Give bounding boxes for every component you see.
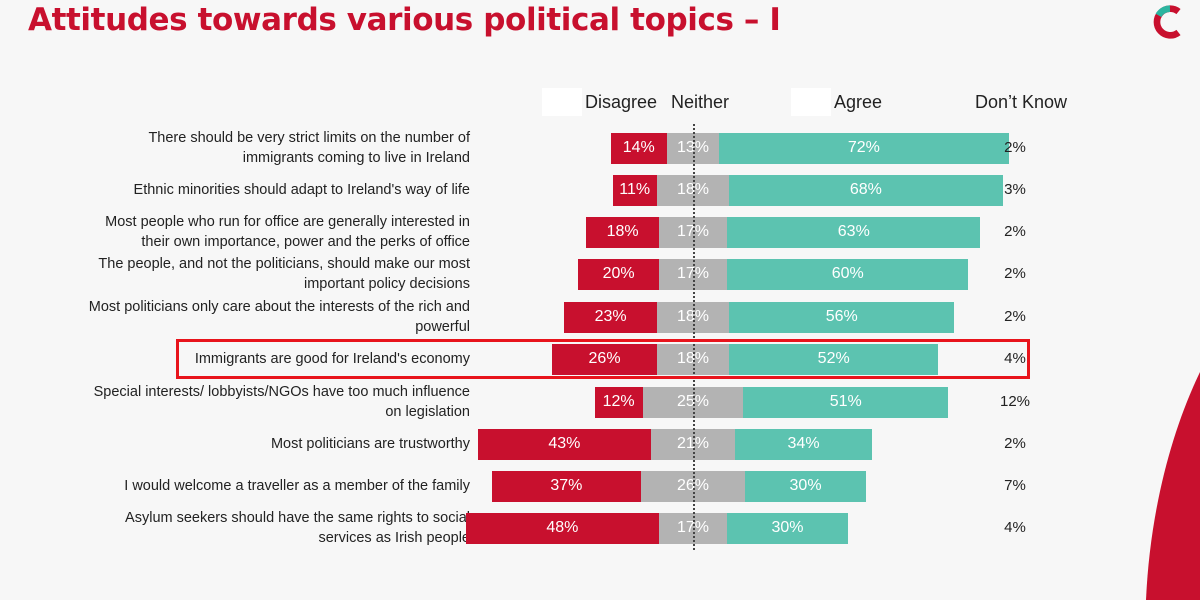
dont-know-value: 2% — [1004, 308, 1026, 325]
row-label-line: powerful — [415, 319, 470, 335]
bar-neither: 17% — [658, 216, 728, 248]
dont-know-value: 7% — [1004, 477, 1026, 494]
center-divider-line — [693, 124, 695, 550]
row-label-line: Most politicians are trustworthy — [270, 436, 470, 452]
bar-agree: 52% — [729, 343, 939, 375]
bar-neither: 26% — [640, 470, 746, 502]
bar-agree: 30% — [745, 470, 866, 502]
page-title: Attitudes towards various political topi… — [28, 2, 781, 38]
bar-agree: 63% — [727, 216, 981, 248]
dont-know-value: 3% — [1004, 181, 1026, 198]
row-label-line: Most politicians only care about the int… — [88, 299, 470, 315]
legend-swatch-agree — [791, 88, 831, 116]
legend-swatch-disagree — [542, 88, 582, 116]
row-label-line: immigrants coming to live in Ireland — [242, 150, 470, 166]
bar-agree: 30% — [727, 512, 848, 544]
legend-disagree: Disagree — [585, 92, 658, 112]
row-label-line: Asylum seekers should have the same righ… — [125, 510, 470, 526]
dont-know-value: 4% — [1004, 350, 1026, 367]
row-label: I would welcome a traveller as a member … — [40, 476, 470, 496]
row-label: There should be very strict limits on th… — [40, 128, 470, 168]
legend-dont-know: Don’t Know — [975, 92, 1068, 112]
bar-neither: 18% — [656, 301, 730, 333]
row-label: Most people who run for office are gener… — [40, 212, 470, 252]
bar-disagree: 23% — [564, 301, 657, 333]
row-label-line: Most people who run for office are gener… — [105, 214, 470, 230]
bar-agree: 51% — [743, 386, 949, 418]
dont-know-value: 2% — [1004, 139, 1026, 156]
bar-agree: 68% — [729, 174, 1003, 206]
dont-know-value: 2% — [1004, 223, 1026, 240]
bar-disagree: 20% — [578, 258, 659, 290]
row-label-line: Immigrants are good for Ireland's econom… — [194, 351, 470, 367]
bar-neither: 18% — [656, 343, 730, 375]
bar-agree: 72% — [719, 132, 1009, 164]
bar-agree: 56% — [729, 301, 955, 333]
row-label-line: important policy decisions — [303, 276, 470, 292]
bar-disagree: 37% — [492, 470, 641, 502]
row-label: Asylum seekers should have the same righ… — [40, 508, 470, 548]
bar-agree: 34% — [735, 428, 872, 460]
bar-neither: 18% — [656, 174, 730, 206]
bar-disagree: 11% — [612, 174, 657, 206]
row-label: Most politicians only care about the int… — [40, 297, 470, 337]
row-label-line: their own importance, power and the perk… — [141, 234, 470, 250]
bar-disagree: 48% — [465, 512, 659, 544]
row-label-line: The people, and not the politicians, sho… — [98, 256, 470, 272]
highlight-box — [176, 339, 1030, 379]
row-label: Immigrants are good for Ireland's econom… — [40, 349, 470, 369]
bar-disagree: 43% — [477, 428, 651, 460]
dont-know-value: 2% — [1004, 435, 1026, 452]
dont-know-value: 4% — [1004, 519, 1026, 536]
bar-neither: 17% — [658, 258, 728, 290]
bar-neither: 21% — [650, 428, 736, 460]
bar-disagree: 26% — [552, 343, 657, 375]
row-label: The people, and not the politicians, sho… — [40, 254, 470, 294]
bar-disagree: 12% — [594, 386, 643, 418]
row-label-line: Special interests/ lobbyists/NGOs have t… — [93, 384, 470, 400]
bar-disagree: 18% — [586, 216, 659, 248]
brand-c-logo-icon — [1153, 5, 1181, 39]
row-label-line: I would welcome a traveller as a member … — [124, 478, 470, 494]
row-label-line: There should be very strict limits on th… — [148, 130, 470, 146]
bar-disagree: 14% — [610, 132, 667, 164]
dont-know-value: 2% — [1004, 265, 1026, 282]
row-label: Ethnic minorities should adapt to Irelan… — [40, 180, 470, 200]
bar-agree: 60% — [727, 258, 969, 290]
row-label: Most politicians are trustworthy — [40, 434, 470, 454]
legend-agree: Agree — [834, 92, 883, 112]
legend-neither: Neither — [671, 92, 730, 112]
bar-neither: 13% — [666, 132, 720, 164]
row-label-line: on legislation — [385, 404, 470, 420]
row-label: Special interests/ lobbyists/NGOs have t… — [40, 382, 470, 422]
bar-neither: 17% — [658, 512, 728, 544]
dont-know-value: 12% — [999, 393, 1031, 410]
row-label-line: Ethnic minorities should adapt to Irelan… — [133, 182, 470, 198]
row-label-line: services as Irish people — [318, 530, 470, 546]
